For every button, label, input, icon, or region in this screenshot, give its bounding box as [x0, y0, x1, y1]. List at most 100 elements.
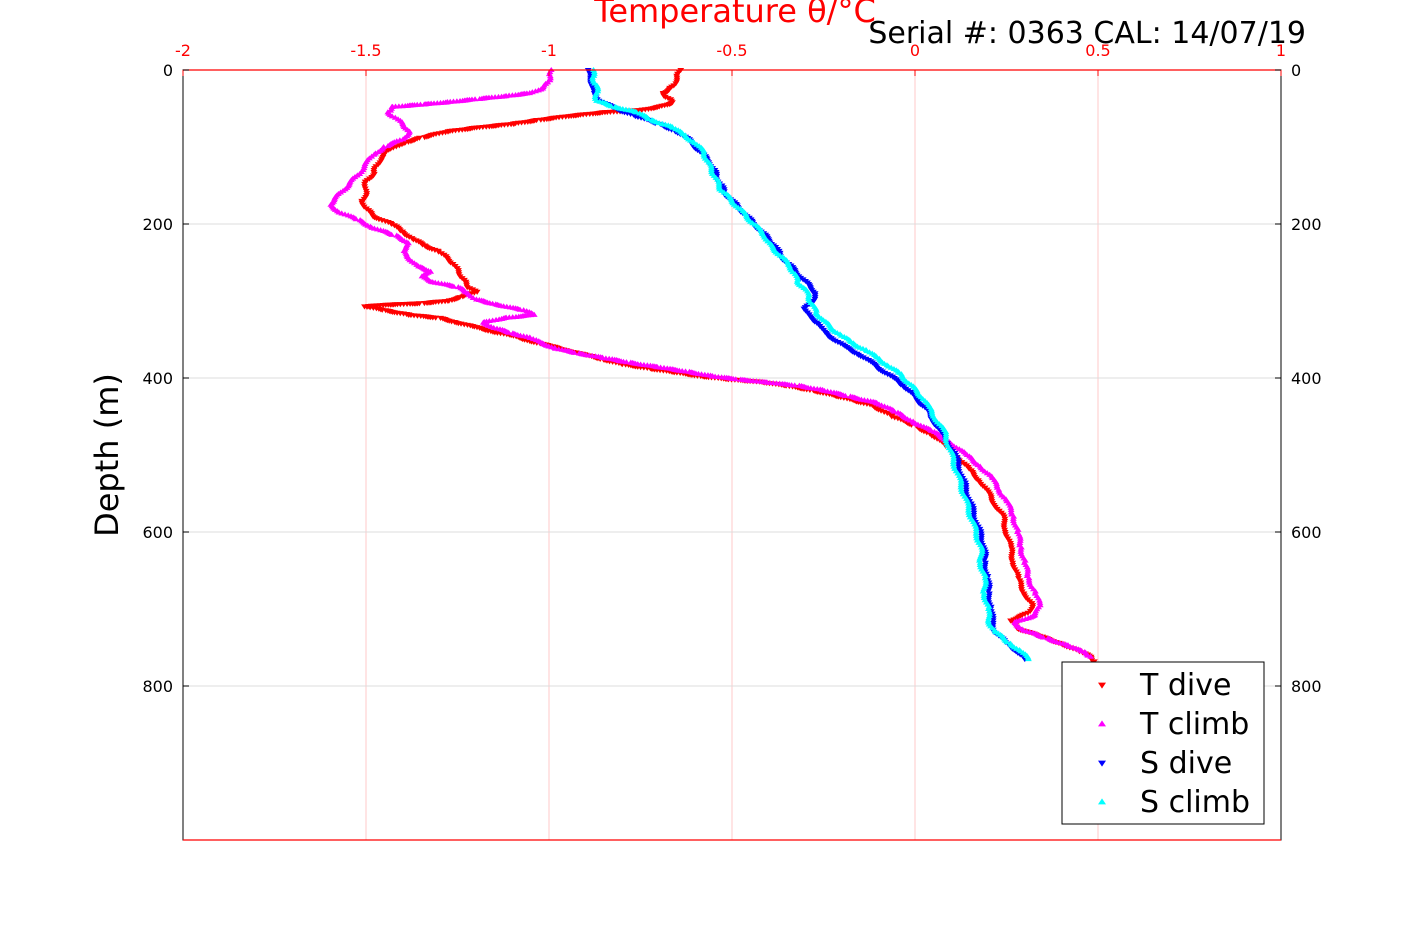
data-point — [1025, 577, 1033, 583]
y-tick-label-left: 600 — [142, 523, 173, 542]
legend-marker — [1098, 682, 1106, 689]
y-tick-label-right: 400 — [1291, 369, 1322, 388]
data-point — [435, 249, 443, 255]
legend-marker — [1098, 798, 1106, 805]
data-point — [469, 294, 477, 300]
data-point — [949, 461, 957, 467]
data-point — [881, 370, 889, 376]
data-point — [1025, 655, 1032, 662]
data-point — [1036, 599, 1044, 605]
data-point — [957, 484, 965, 490]
data-point — [862, 356, 870, 362]
data-point — [942, 428, 950, 434]
data-point — [384, 142, 392, 149]
data-point — [890, 408, 898, 414]
data-point — [791, 382, 799, 388]
data-point — [432, 315, 440, 321]
x-tick-label: 0 — [910, 41, 920, 60]
x-tick-label: 0.5 — [1085, 41, 1110, 60]
legend-label: S dive — [1140, 746, 1232, 781]
data-point — [405, 234, 413, 240]
series-layer — [327, 66, 1098, 665]
data-point — [623, 359, 630, 365]
x-tick-label: -2 — [175, 41, 191, 60]
legend-label: T climb — [1139, 707, 1249, 742]
data-point — [995, 486, 1003, 492]
data-point — [505, 329, 513, 335]
data-point — [476, 95, 484, 102]
data-point — [965, 500, 972, 506]
data-point — [949, 451, 957, 458]
x-axis-label: Temperature θ/°C — [593, 0, 876, 30]
data-point — [965, 505, 973, 511]
data-point — [884, 372, 892, 378]
data-point — [985, 615, 993, 621]
data-point — [570, 349, 578, 355]
data-point — [972, 530, 980, 536]
data-point — [388, 221, 396, 228]
x-tick-label: 1 — [1276, 41, 1286, 60]
data-point — [1010, 513, 1018, 519]
data-point — [450, 283, 458, 289]
x-tick-label: -1 — [541, 41, 557, 60]
data-point — [1087, 653, 1095, 659]
data-point — [834, 340, 842, 346]
data-point — [972, 523, 980, 529]
data-point — [1017, 548, 1025, 554]
data-point — [957, 479, 965, 485]
y-axis-label: Depth (m) — [88, 373, 126, 537]
data-point — [985, 608, 993, 614]
data-point — [972, 528, 980, 534]
data-point — [1016, 537, 1024, 543]
serial-cal-label: Serial #: 0363 CAL: 14/07/19 — [868, 16, 1306, 51]
data-point — [982, 579, 990, 585]
data-point — [982, 572, 989, 579]
data-point — [976, 561, 984, 568]
legend-marker — [1098, 720, 1106, 727]
data-point — [1024, 568, 1032, 574]
series-t-climb — [327, 66, 1095, 659]
data-point — [607, 103, 615, 109]
data-point — [965, 509, 973, 515]
data-point — [964, 507, 972, 513]
data-point — [1017, 544, 1025, 550]
data-point — [1032, 588, 1039, 594]
data-point — [1016, 539, 1024, 546]
data-point — [942, 433, 950, 439]
data-point — [978, 544, 986, 550]
data-point — [985, 603, 993, 609]
data-point — [1036, 597, 1043, 603]
data-point — [547, 75, 554, 81]
x-tick-label: -0.5 — [716, 41, 747, 60]
data-point — [957, 486, 965, 492]
data-point — [732, 376, 740, 382]
data-point — [1024, 570, 1031, 576]
data-point — [942, 438, 950, 444]
data-point — [980, 586, 988, 592]
data-point — [976, 555, 984, 561]
data-point — [1003, 639, 1011, 645]
y-tick-label-left: 0 — [163, 61, 173, 80]
y-tick-label-right: 600 — [1291, 523, 1322, 542]
y-tick-label-right: 800 — [1291, 677, 1322, 696]
y-tick-label-right: 200 — [1291, 215, 1322, 234]
legend-box — [1061, 661, 1265, 825]
data-point — [786, 263, 793, 269]
data-point — [972, 532, 980, 538]
y-tick-label-left: 200 — [142, 215, 173, 234]
data-point — [950, 456, 957, 462]
data-point — [859, 355, 867, 361]
y-tick-label-left: 800 — [142, 677, 173, 696]
x-tick-label: -1.5 — [350, 41, 381, 60]
data-point — [841, 392, 849, 398]
series-s-climb — [589, 66, 1032, 662]
legend-label: S climb — [1140, 785, 1250, 820]
legend: T dive T climb S dive S climb — [1061, 661, 1265, 825]
y-tick-label-left: 400 — [142, 369, 173, 388]
legend-label: T dive — [1139, 668, 1231, 703]
data-point — [1007, 504, 1015, 510]
y-tick-label-right: 0 — [1291, 61, 1301, 80]
data-point — [1007, 509, 1015, 515]
